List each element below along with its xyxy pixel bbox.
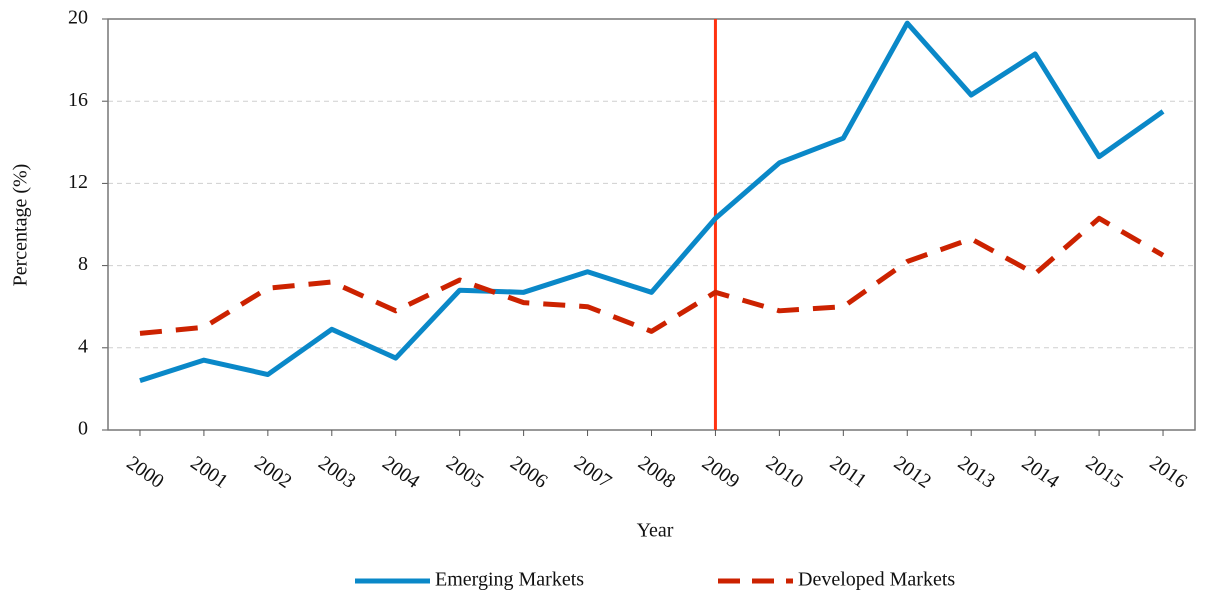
x-tick-label: 2004 bbox=[378, 452, 423, 493]
x-tick-label: 2012 bbox=[890, 452, 935, 493]
series-line bbox=[139, 215, 1165, 336]
x-tick-label: 2016 bbox=[1146, 452, 1191, 493]
x-tick-label: 2007 bbox=[570, 452, 615, 493]
y-axis-title: Percentage (%) bbox=[10, 164, 32, 287]
x-tick-label: 2010 bbox=[762, 452, 807, 493]
y-tick-label: 16 bbox=[68, 89, 88, 111]
x-tick-label: 2005 bbox=[442, 452, 487, 493]
x-tick-label: 2009 bbox=[698, 452, 743, 493]
x-tick-label: 2006 bbox=[506, 452, 551, 493]
x-tick-label: 2003 bbox=[314, 452, 359, 493]
x-tick-label: 2014 bbox=[1018, 452, 1063, 493]
y-tick-label: 20 bbox=[68, 7, 88, 29]
x-tick-label: 2002 bbox=[250, 452, 295, 493]
y-tick-label: 4 bbox=[78, 335, 88, 357]
x-tick-label: 2011 bbox=[826, 452, 871, 493]
plot-frame bbox=[107, 18, 1196, 431]
series-line bbox=[139, 20, 1165, 384]
x-tick-label: 2013 bbox=[954, 452, 999, 493]
x-tick-label: 2001 bbox=[186, 452, 231, 493]
x-axis-title: Year bbox=[637, 520, 674, 542]
x-tick-label: 2000 bbox=[122, 452, 167, 493]
x-tick-label: 2008 bbox=[634, 452, 679, 493]
x-tick-label: 2015 bbox=[1082, 452, 1127, 493]
y-tick-label: 0 bbox=[78, 418, 88, 440]
legend-label: Emerging Markets bbox=[435, 569, 584, 591]
y-tick-label: 12 bbox=[68, 171, 88, 193]
y-tick-label: 8 bbox=[78, 253, 88, 275]
legend-label: Developed Markets bbox=[798, 569, 955, 591]
